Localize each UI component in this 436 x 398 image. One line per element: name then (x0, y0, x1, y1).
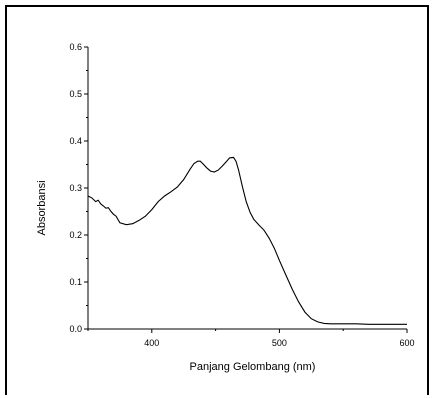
y-tick-label: 0.1 (69, 277, 82, 287)
absorbance-series-line (87, 156, 407, 325)
y-tick-label: 0.4 (69, 136, 82, 146)
y-tick-label: 0.6 (69, 42, 82, 52)
y-tick-label: 0.5 (69, 89, 82, 99)
y-axis-title: Absorbansi (36, 180, 48, 235)
plot-area (88, 47, 407, 329)
x-tick-label: 500 (272, 338, 287, 348)
x-axis-title: Panjang Gelombang (nm) (190, 361, 316, 373)
y-tick-label: 0.2 (69, 230, 82, 240)
x-tick-label: 600 (399, 338, 414, 348)
x-tick-label: 400 (144, 338, 159, 348)
figure-frame (5, 5, 429, 395)
y-tick-label: 0.3 (69, 183, 82, 193)
y-tick-label: 0.0 (69, 324, 82, 334)
